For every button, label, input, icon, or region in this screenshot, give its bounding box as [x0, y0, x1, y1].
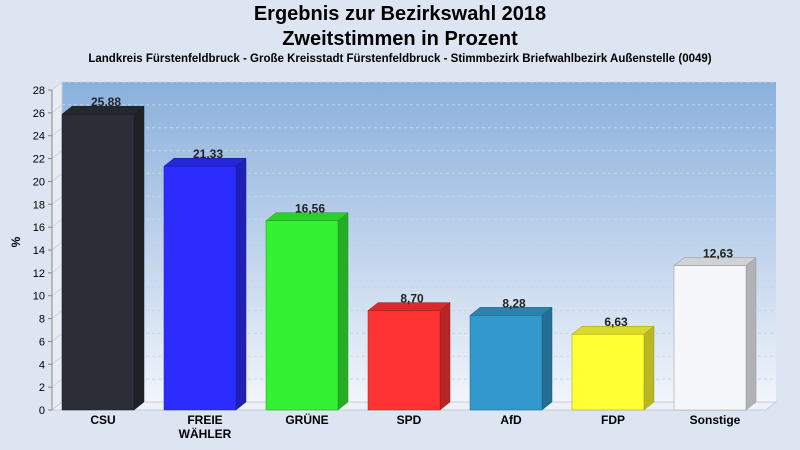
y-tick-label: 8: [39, 314, 45, 326]
x-tick-label-6: Sonstige: [690, 413, 741, 427]
bar-5: [571, 333, 645, 411]
gridline-side: [51, 150, 63, 159]
bar-side-1: [235, 157, 247, 411]
data-label-1: 21,33: [193, 147, 223, 161]
gridline-side: [51, 241, 63, 251]
y-tick-label: 18: [33, 199, 45, 211]
bar-side-5: [643, 325, 655, 411]
bar-side-4: [541, 306, 553, 411]
bar-4: [469, 315, 543, 411]
data-label-2: 16,56: [295, 202, 325, 216]
x-tick-label-4: AfD: [500, 413, 522, 427]
gridline-side: [51, 218, 63, 228]
gridline-side: [51, 355, 63, 365]
gridline-side: [51, 264, 63, 274]
chart-subtitle: Zweitstimmen in Prozent: [282, 28, 518, 50]
bar-side-2: [337, 212, 349, 411]
y-tick-label: 28: [33, 85, 45, 97]
bar-side-0: [133, 105, 145, 411]
gridline-side: [51, 81, 63, 91]
x-tick-label-0: CSU: [90, 413, 115, 427]
y-tick-label: 14: [33, 245, 45, 257]
bar-side-6: [745, 257, 757, 411]
x-tick-label-2: GRÜNE: [285, 412, 328, 427]
y-tick-label: 10: [33, 291, 45, 303]
y-tick-label: 6: [39, 336, 45, 348]
y-tick-label: 24: [33, 131, 45, 143]
bar-0: [61, 113, 135, 411]
y-tick-label: 22: [33, 154, 45, 166]
bar-6: [673, 265, 747, 411]
x-tick-label-1: WÄHLER: [179, 426, 232, 441]
x-tick-label-3: SPD: [397, 413, 422, 427]
gridline-side: [51, 287, 63, 297]
gridline-side: [51, 104, 63, 114]
chart-caption: Landkreis Fürstenfeldbruck - Große Kreis…: [88, 53, 712, 65]
gridline-side: [51, 333, 63, 342]
x-tick-label-5: FDP: [601, 413, 625, 427]
data-label-6: 12,63: [703, 247, 733, 261]
gridline-side: [51, 378, 63, 388]
y-tick-label: 26: [33, 108, 45, 120]
chart-title: Ergebnis zur Bezirkswahl 2018: [253, 3, 547, 25]
x-tick-label-1: FREIE: [187, 413, 222, 427]
data-label-3: 8,70: [400, 292, 424, 306]
y-tick-label: 0: [39, 405, 45, 417]
bar-side-3: [439, 302, 451, 411]
y-tick-label: 4: [39, 359, 45, 371]
y-tick-label: 16: [33, 222, 45, 234]
bar-1: [163, 165, 237, 411]
data-label-5: 6,63: [604, 315, 628, 329]
y-tick-label: 20: [33, 176, 45, 188]
bar-2: [265, 220, 339, 411]
gridline-side: [51, 310, 63, 319]
gridline-side: [51, 195, 63, 205]
bar-3: [367, 310, 441, 411]
gridline-side: [51, 173, 63, 182]
gridline-side: [51, 127, 63, 137]
y-tick-label: 2: [39, 382, 45, 394]
data-label-0: 25,88: [91, 95, 121, 109]
y-axis-label: %: [9, 236, 23, 247]
data-label-4: 8,28: [502, 296, 526, 310]
y-tick-label: 12: [33, 268, 45, 280]
